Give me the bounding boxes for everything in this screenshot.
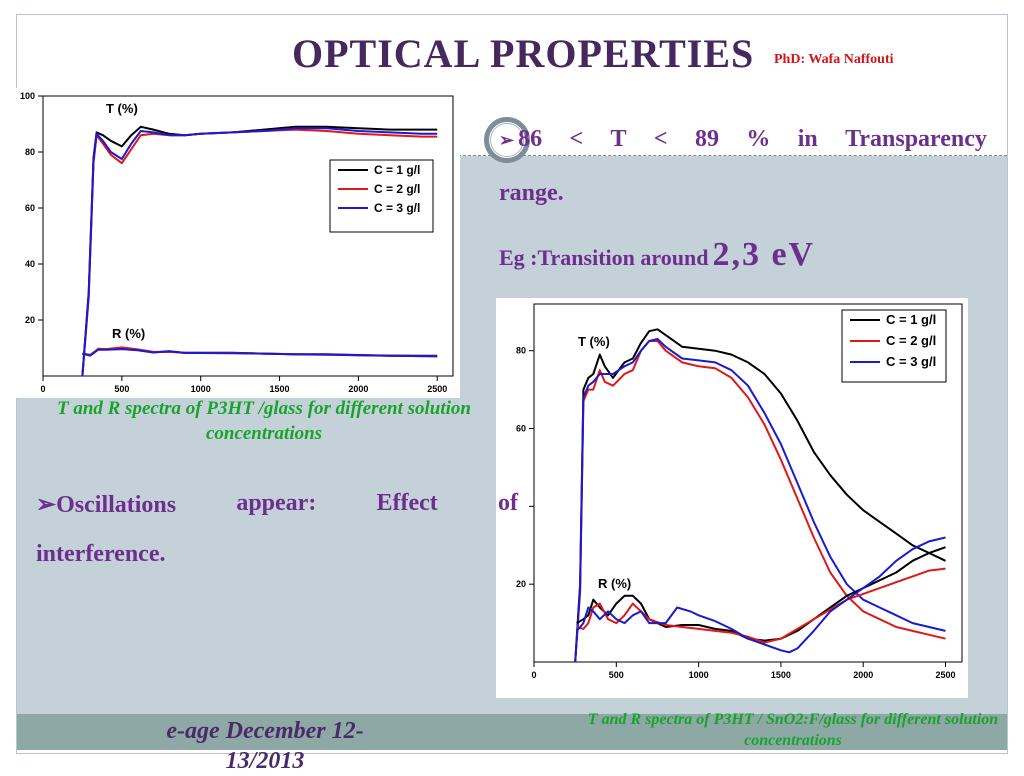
bullet-transparency-end: range.: [499, 180, 564, 206]
annotation-label: R (%): [112, 326, 145, 341]
bullet-word: T: [610, 126, 627, 152]
chart-p3ht-sno2: 0 500 1000 1500 2000 2500 20 60 80 T (%) R (%) C = …: [496, 298, 968, 698]
x-tick-label: 1000: [689, 670, 709, 680]
bullet-circle-inner: [490, 123, 524, 157]
bullet-word: ➢ 86: [499, 126, 543, 152]
legend-box: [841, 309, 947, 383]
legend-box: [329, 159, 434, 233]
legend-label: C = 2 g/l: [374, 182, 420, 196]
x-tick-label: 1500: [270, 384, 290, 394]
bullet-oscillations: ➢Oscillations appear: Effect of: [36, 490, 518, 519]
x-tick-label: 0: [531, 670, 536, 680]
slide-footer-band: [17, 714, 1007, 750]
bullet-oscillations-end: interference.: [36, 541, 166, 567]
bandgap-line: Eg :Transition around 2,3 eV: [499, 236, 815, 274]
legend-label: C = 3 g/l: [886, 354, 936, 369]
arrow-bullet-icon: ➢: [499, 130, 515, 150]
annotation-label: T (%): [578, 334, 610, 349]
x-tick-label: 500: [609, 670, 624, 680]
legend-label: C = 1 g/l: [886, 312, 936, 327]
footer-date: e-age December 12-13/2013: [166, 718, 364, 774]
y-tick-label: 20: [516, 579, 526, 589]
y-tick-label: 40: [25, 259, 35, 269]
chart1-caption: T and R spectra of P3HT /glass for diffe…: [57, 398, 471, 444]
y-tick-label: 80: [516, 346, 526, 356]
bandgap-prefix: Eg :Transition around: [499, 245, 709, 270]
annotation-label: R (%): [598, 576, 631, 591]
series-line: [574, 340, 946, 663]
chart2-caption: T and R spectra of P3HT / SnO2:F/glass f…: [587, 711, 999, 749]
series-line: [576, 536, 946, 654]
chart-p3ht-glass: 0 500 1000 1500 2000 2500 20 40 60 80 100 T (%) R (%…: [0, 88, 460, 398]
bullet-word: of: [497, 490, 518, 516]
bullet-word: Effect: [376, 490, 438, 516]
legend-label: C = 1 g/l: [374, 163, 420, 177]
bullet-word: 89: [694, 126, 719, 152]
bullet-oscillations-row: ➢Oscillations appear: Effect of: [36, 490, 518, 519]
arrow-bullet-icon: ➢: [36, 492, 57, 518]
series-line: [82, 348, 438, 358]
slide-title: OPTICAL PROPERTIES: [292, 31, 755, 76]
series-line: [81, 125, 438, 377]
bullet-word: Transparency: [845, 126, 987, 152]
bullet-transparency: ➢ 86 < T <89% in Transparency: [499, 126, 987, 153]
y-tick-label: 20: [25, 315, 35, 325]
bandgap-value: 2,3 eV: [712, 236, 816, 273]
bullet-transparency-row: ➢ 86 < T <89% in Transparency: [499, 126, 987, 153]
legend-label: C = 2 g/l: [886, 333, 936, 348]
bullet-word: ➢Oscillations: [36, 492, 177, 518]
series-line: [81, 127, 438, 377]
x-tick-label: 1500: [771, 670, 791, 680]
x-tick-label: 0: [40, 384, 45, 394]
x-tick-label: 2000: [853, 670, 873, 680]
y-tick-label: 60: [516, 424, 526, 434]
x-tick-label: 1000: [191, 384, 211, 394]
bullet-word: appear:: [236, 490, 317, 516]
annotation-label: T (%): [106, 101, 138, 116]
y-tick-label: 100: [20, 91, 35, 101]
series-line: [574, 328, 946, 663]
x-tick-label: 2500: [427, 384, 447, 394]
legend-label: C = 3 g/l: [374, 201, 420, 215]
x-tick-label: 500: [114, 384, 129, 394]
bullet-word: in: [797, 126, 818, 152]
bullet-word: <: [653, 126, 668, 152]
plot-area: [42, 95, 454, 377]
y-tick-label: 60: [25, 203, 35, 213]
author-label: PhD: Wafa Naffouti: [774, 52, 894, 67]
y-tick-label: 80: [25, 147, 35, 157]
bullet-word: <: [569, 126, 584, 152]
x-tick-label: 2000: [348, 384, 368, 394]
x-tick-label: 2500: [936, 670, 956, 680]
series-line: [574, 338, 946, 663]
bullet-word: %: [746, 126, 771, 152]
